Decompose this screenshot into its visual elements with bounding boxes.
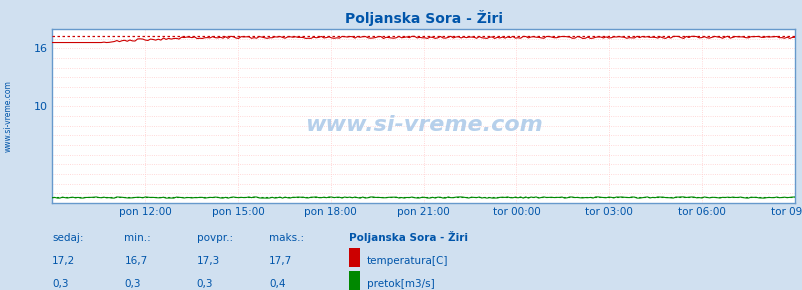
Text: 0,3: 0,3 xyxy=(124,279,141,289)
Title: Poljanska Sora - Žiri: Poljanska Sora - Žiri xyxy=(344,10,502,26)
Text: 0,3: 0,3 xyxy=(52,279,69,289)
Text: sedaj:: sedaj: xyxy=(52,233,83,243)
Text: 16,7: 16,7 xyxy=(124,256,148,266)
Text: min.:: min.: xyxy=(124,233,151,243)
Text: 0,3: 0,3 xyxy=(196,279,213,289)
Text: 17,2: 17,2 xyxy=(52,256,75,266)
Text: 17,7: 17,7 xyxy=(269,256,292,266)
Text: temperatura[C]: temperatura[C] xyxy=(367,256,448,266)
Text: pretok[m3/s]: pretok[m3/s] xyxy=(367,279,434,289)
Text: Poljanska Sora - Žiri: Poljanska Sora - Žiri xyxy=(349,231,468,243)
Text: povpr.:: povpr.: xyxy=(196,233,233,243)
Text: www.si-vreme.com: www.si-vreme.com xyxy=(4,80,13,152)
Text: maks.:: maks.: xyxy=(269,233,304,243)
Text: 0,4: 0,4 xyxy=(269,279,286,289)
Text: www.si-vreme.com: www.si-vreme.com xyxy=(304,115,542,135)
Text: 17,3: 17,3 xyxy=(196,256,220,266)
